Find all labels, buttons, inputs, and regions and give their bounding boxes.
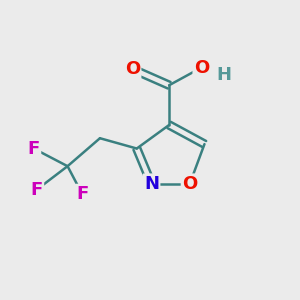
Text: N: N	[144, 175, 159, 193]
Text: O: O	[194, 58, 209, 76]
Text: O: O	[182, 175, 197, 193]
Text: F: F	[28, 140, 40, 158]
Text: F: F	[76, 185, 88, 203]
Text: F: F	[31, 181, 43, 199]
Text: H: H	[216, 66, 231, 84]
Text: O: O	[125, 60, 140, 78]
